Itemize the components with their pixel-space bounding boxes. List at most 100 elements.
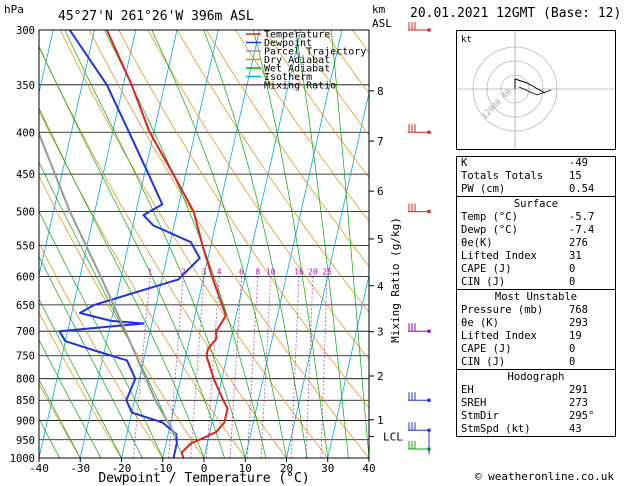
wind-barb (408, 392, 431, 403)
hodograph-panel: kt 40 80 120 (456, 30, 616, 150)
copyright-footer[interactable]: © weatheronline.co.uk (474, 470, 614, 483)
wind-barb-dot (427, 28, 431, 32)
wet-adiabat-line (252, 30, 329, 458)
stat-label: StmSpd (kt) (461, 423, 531, 435)
stat-value: 15 (569, 170, 582, 182)
wind-barb-dot (427, 398, 431, 403)
temperature-tick-label: 30 (321, 462, 334, 475)
stat-row: Pressure (mb) 768 (457, 304, 615, 317)
stat-label: θe(K) (461, 237, 493, 249)
surface-title: Surface (513, 198, 559, 210)
isotherm-line (0, 30, 12, 458)
mixing-ratio-label: 8 (255, 267, 260, 276)
isotherm-line (79, 30, 178, 458)
height-tick-label: LCL (383, 430, 403, 443)
legend-label: Parcel Trajectory (264, 47, 366, 58)
hodograph-unit-label: kt (461, 35, 472, 45)
height-tick-label: 7 (377, 135, 384, 148)
stat-value: -7.4 (569, 224, 595, 236)
dry-adiabat-line (39, 311, 122, 458)
stat-label: StmDir (461, 410, 499, 422)
stat-value: 43 (569, 423, 582, 435)
hodograph-trace (514, 78, 546, 94)
dry-adiabat-line (39, 46, 287, 458)
stat-value: 19 (569, 330, 582, 342)
pressure-tick-label: 900 (16, 416, 35, 428)
stat-label: CAPE (J) (461, 263, 512, 275)
pressure-tick-label: 300 (16, 25, 35, 37)
mixing-ratio-axis-title: Mixing Ratio (g/kg) (389, 217, 402, 343)
stat-label: Lifted Index (461, 250, 537, 262)
mixing-ratio-line (229, 276, 242, 458)
stat-value: 0 (569, 263, 576, 275)
wind-barb (408, 124, 431, 135)
isotherm-line (39, 30, 95, 278)
mixing-ratio-label: 1 (148, 267, 153, 276)
pressure-tick-label: 750 (16, 351, 35, 363)
legend-label: Dry Adiabat (264, 55, 330, 66)
stat-row: StmSpd (kt) 43 (457, 423, 615, 436)
height-tick-label: 1 (377, 414, 384, 427)
isotherm-line (327, 273, 369, 458)
height-tick-label: 3 (377, 326, 384, 339)
temperature-tick-label: -10 (153, 462, 173, 475)
stat-value: 0 (569, 343, 576, 355)
stat-row: θe (K) 293 (457, 317, 615, 330)
legend-label: Wet Adiabat (264, 64, 330, 75)
most-unstable-title: Most Unstable (494, 291, 578, 303)
temperature-tick-label: -30 (70, 462, 90, 475)
stat-row: Temp (°C) -5.7 (457, 211, 615, 224)
pressure-tick-label: 400 (16, 127, 35, 139)
isotherm-line (203, 30, 302, 458)
stat-row: EH 291 (457, 384, 615, 397)
wind-barb-dot (427, 130, 431, 135)
height-tick-label: 8 (377, 85, 384, 98)
stat-row: θe(K) 276 (457, 237, 615, 250)
wind-barb (408, 422, 431, 433)
stat-value: 31 (569, 250, 582, 262)
asl-axis-label: ASL (372, 17, 392, 30)
stat-label: θe (K) (461, 317, 499, 329)
chart-axes: 1 2 3 4 6 8 10 16 20 2530035040045050055060065070… (10, 25, 404, 475)
wind-barb (408, 22, 431, 32)
mixing-ratio-label: 10 (266, 267, 276, 276)
wet-adiabat-line (39, 298, 122, 458)
pressure-tick-label: 550 (16, 240, 35, 252)
dry-adiabat-line (206, 30, 369, 267)
temperature-tick-label: 10 (239, 462, 252, 475)
temperature-series (105, 30, 229, 458)
pressure-tick-label: 800 (16, 374, 35, 386)
datetime-title: 20.01.2021 12GMT (Base: 12) (410, 6, 622, 21)
temperature-tick-label: -40 (29, 462, 49, 475)
height-tick-label: 2 (377, 370, 384, 383)
most-unstable-section: Most Unstable Pressure (mb) 768 θe (K) 293 L… (457, 289, 615, 369)
wet-adiabat-line (39, 378, 81, 458)
dewpoint-series (58, 30, 201, 458)
stat-label: CIN (J) (461, 356, 506, 368)
mixing-ratio-line (168, 276, 184, 458)
wind-barb-dot (427, 329, 431, 334)
wind-barb-dot (427, 209, 431, 214)
dry-adiabat-line (39, 175, 205, 458)
dry-adiabat-line (176, 30, 369, 313)
wet-adiabat-line (104, 30, 267, 458)
stat-row: CIN (J) 0 (457, 356, 615, 369)
stat-label: PW (cm) (461, 183, 506, 195)
wet-adiabat-line (39, 255, 143, 458)
pressure-tick-label: 500 (16, 207, 35, 219)
wind-barb (408, 203, 431, 214)
isotherm-line (39, 30, 137, 458)
stat-label: CIN (J) (461, 276, 506, 288)
isotherm-line (162, 30, 260, 458)
wet-adiabat-line (295, 30, 349, 458)
isotherm-line (244, 30, 343, 458)
x-axis-title: Dewpoint / Temperature (°C) (98, 471, 309, 486)
stat-label: Dewp (°C) (461, 224, 518, 236)
mixing-ratio-label: 20 (308, 267, 318, 276)
wet-adiabat-line (203, 30, 308, 458)
wind-barbs (408, 22, 431, 455)
legend-label: Mixing Ratio (264, 81, 336, 92)
hodograph-stats-section: Hodograph EH 291 SREH 273 StmDir 295° StmSpd (… (457, 369, 615, 436)
